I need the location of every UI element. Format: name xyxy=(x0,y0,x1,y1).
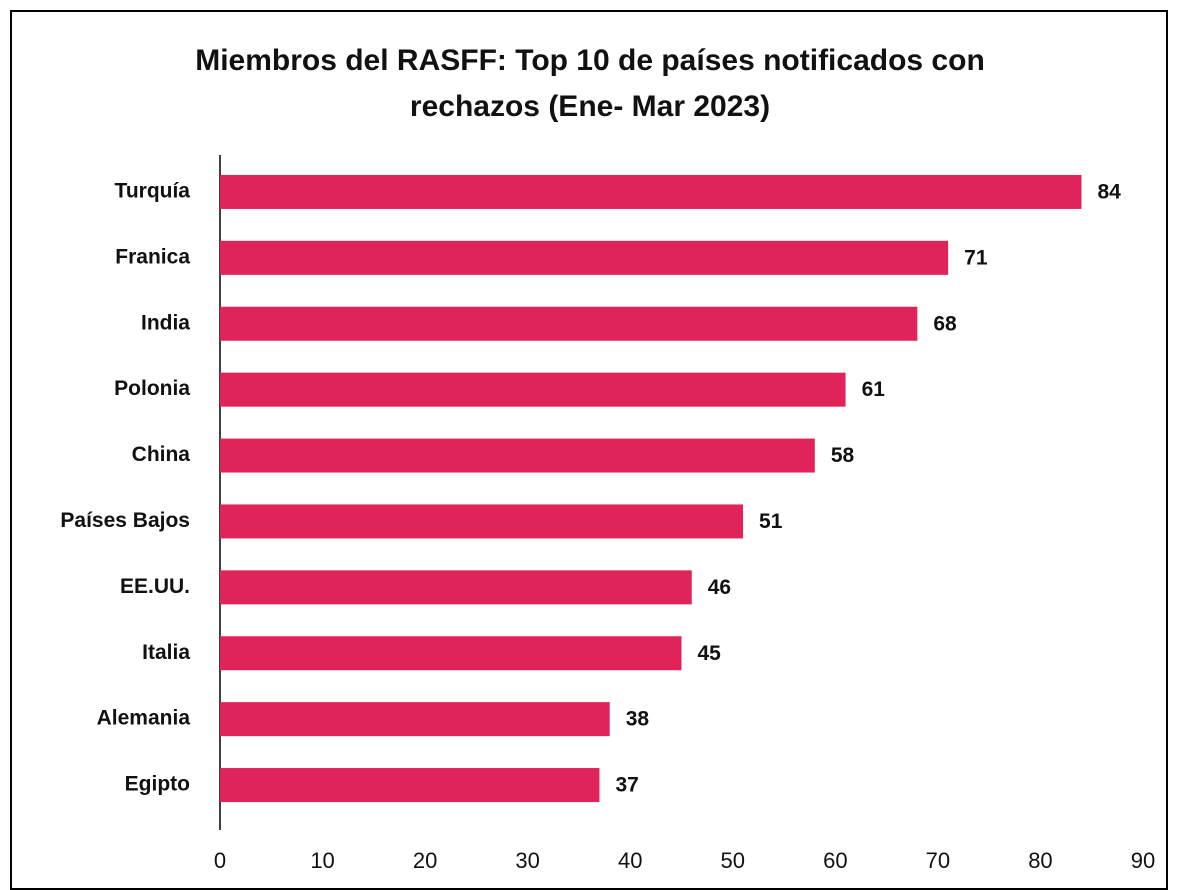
bar xyxy=(220,768,600,803)
x-tick-label: 70 xyxy=(926,848,950,873)
bar xyxy=(220,372,846,407)
value-label: 38 xyxy=(626,708,650,731)
x-tick-label: 0 xyxy=(214,848,226,873)
y-tick-label: EE.UU. xyxy=(120,575,190,598)
value-label: 71 xyxy=(964,246,988,269)
bar xyxy=(220,174,1082,209)
bar xyxy=(220,570,692,605)
x-tick-label: 40 xyxy=(618,848,642,873)
y-tick-label: Polonia xyxy=(114,377,190,400)
bar xyxy=(220,702,610,737)
value-label: 84 xyxy=(1097,180,1121,203)
y-tick-label: Egipto xyxy=(125,773,190,796)
x-tick-label: 50 xyxy=(721,848,745,873)
y-tick-label: Italia xyxy=(142,641,190,664)
y-tick-label: Alemania xyxy=(97,707,191,730)
value-label: 61 xyxy=(862,378,886,401)
chart-title: Miembros del RASFF: Top 10 de países not… xyxy=(195,44,985,123)
x-tick-label: 30 xyxy=(515,848,539,873)
value-label: 37 xyxy=(615,774,638,797)
x-tick-label: 80 xyxy=(1028,848,1052,873)
value-label: 68 xyxy=(933,312,957,335)
bar xyxy=(220,438,815,473)
y-tick-label: Países Bajos xyxy=(60,509,190,532)
value-label: 46 xyxy=(708,576,731,599)
y-tick-label: Franica xyxy=(115,245,190,268)
x-tick-label: 90 xyxy=(1131,848,1155,873)
bar xyxy=(220,636,682,671)
bar xyxy=(220,240,949,275)
y-tick-label: China xyxy=(132,443,191,466)
value-label: 51 xyxy=(759,510,783,533)
value-label: 58 xyxy=(831,444,855,467)
x-tick-label: 20 xyxy=(413,848,437,873)
x-tick-label: 10 xyxy=(310,848,334,873)
x-tick-label: 60 xyxy=(823,848,847,873)
bar xyxy=(220,504,744,539)
y-tick-label: Turquía xyxy=(115,179,191,202)
bar xyxy=(220,306,918,341)
value-label: 45 xyxy=(698,642,722,665)
y-tick-label: India xyxy=(141,311,190,334)
